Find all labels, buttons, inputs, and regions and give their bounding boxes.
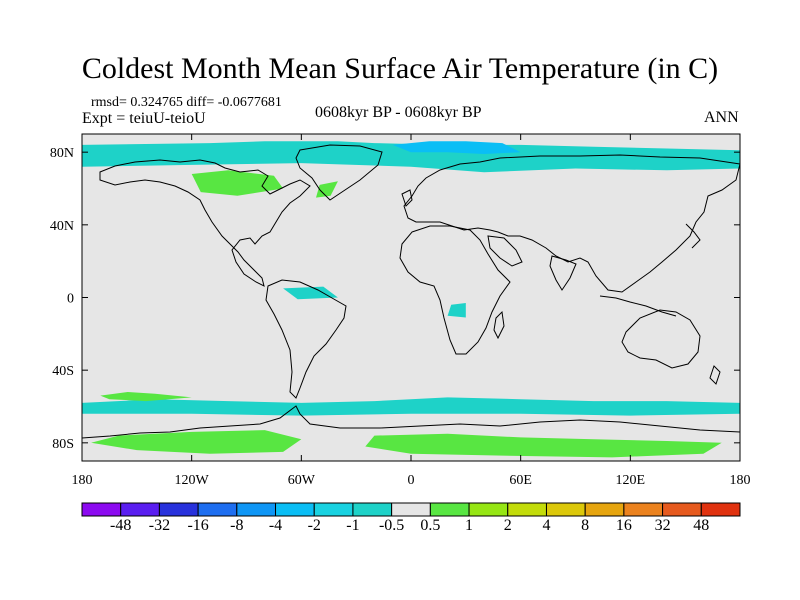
colorbar-swatch [468,502,509,517]
colorbar-swatch [352,502,393,517]
coastline-new-zealand [709,365,721,385]
colorbar-label: -1 [346,517,360,534]
anomaly-region-9 [447,303,466,318]
coastline-greenland [295,144,383,201]
coastline-india [549,255,577,291]
colorbar-label: -16 [187,517,209,534]
colorbar-swatch [313,502,354,517]
anomaly-region-4 [365,433,722,458]
colorbar-swatch [81,502,122,517]
anomaly-region-6 [316,181,338,198]
colorbar-label: -32 [148,517,171,534]
period-label: 0608kyr BP - 0608kyr BP [315,104,482,121]
colorbar-label: 0.5 [420,517,441,534]
colorbar-label: -0.5 [378,517,405,534]
coastline-madagascar [493,310,505,340]
x-tick-label: 120E [616,473,646,488]
coastline-eurasia [403,154,740,293]
colorbar-swatch [391,502,431,517]
colorbar-label: 4 [542,517,551,534]
colorbar-label: 2 [503,517,512,534]
anomaly-region-1 [392,141,521,154]
colorbar-swatch [158,502,199,517]
colorbar-label: 1 [465,517,474,534]
y-tick-label: 40N [50,219,74,234]
x-tick-label: 180 [730,473,751,488]
season-label: ANN [704,109,739,126]
colorbar-swatch [662,502,702,517]
map-title: Coldest Month Mean Surface Air Temperatu… [81,52,719,85]
axis-ticks: 80N 40N 0 40S 80S 180 120W 60W 0 60E 120E 180 [50,134,751,488]
colorbar-swatch [700,502,741,517]
colorbar-label: -8 [230,517,244,534]
colorbar-swatch [120,502,160,517]
colorbar-swatch [275,502,315,517]
colorbar-label: 48 [693,517,710,534]
x-tick-label: 0 [408,473,415,488]
coastline-south-america [265,279,347,399]
coastline-uk [401,189,413,207]
colorbar-swatch [429,502,470,517]
coastline-north-america [99,159,311,287]
coastline-japan [685,223,701,249]
colorbar-swatch [545,502,586,517]
colorbar-label: -48 [110,517,132,534]
y-tick-label: 40S [52,364,74,379]
colorbar-swatch [507,502,547,517]
coastline-africa [399,225,511,355]
coastline-australia [621,309,701,369]
stats-label: rmsd= 0.324765 diff= -0.0677681 [91,95,282,110]
colorbar-label: -4 [268,517,283,534]
colorbar-swatch [197,502,238,517]
colorbar-label: -2 [307,517,321,534]
anomaly-region-5 [191,170,284,196]
coastline-indonesia [599,295,677,317]
experiment-label: Expt = teiuU-teioU [82,110,206,127]
anomaly-region-0 [82,141,740,173]
coastlines [82,144,740,439]
anomaly-region-3 [91,430,302,454]
colorbar-swatch [236,502,277,517]
x-tick-label: 60E [509,473,532,488]
colorbar-label: 16 [615,517,632,534]
y-tick-label: 0 [67,292,74,307]
coastline-antarctica [82,405,740,439]
anomaly-regions [82,141,740,458]
y-tick-label: 80S [52,437,74,452]
colorbar-label: 8 [581,517,590,534]
colorbar-swatch [584,502,625,517]
anomaly-region-2 [82,397,740,416]
x-tick-label: 60W [288,473,316,488]
y-tick-label: 80N [50,146,74,161]
anomaly-region-7 [100,392,192,402]
colorbar-swatch [623,502,664,517]
colorbar-label: 32 [654,517,671,534]
coastline-arabia [487,235,523,267]
colorbar-swatches [81,502,741,517]
anomaly-region-8 [283,286,338,300]
x-tick-label: 180 [72,473,93,488]
x-tick-label: 120W [175,473,210,488]
